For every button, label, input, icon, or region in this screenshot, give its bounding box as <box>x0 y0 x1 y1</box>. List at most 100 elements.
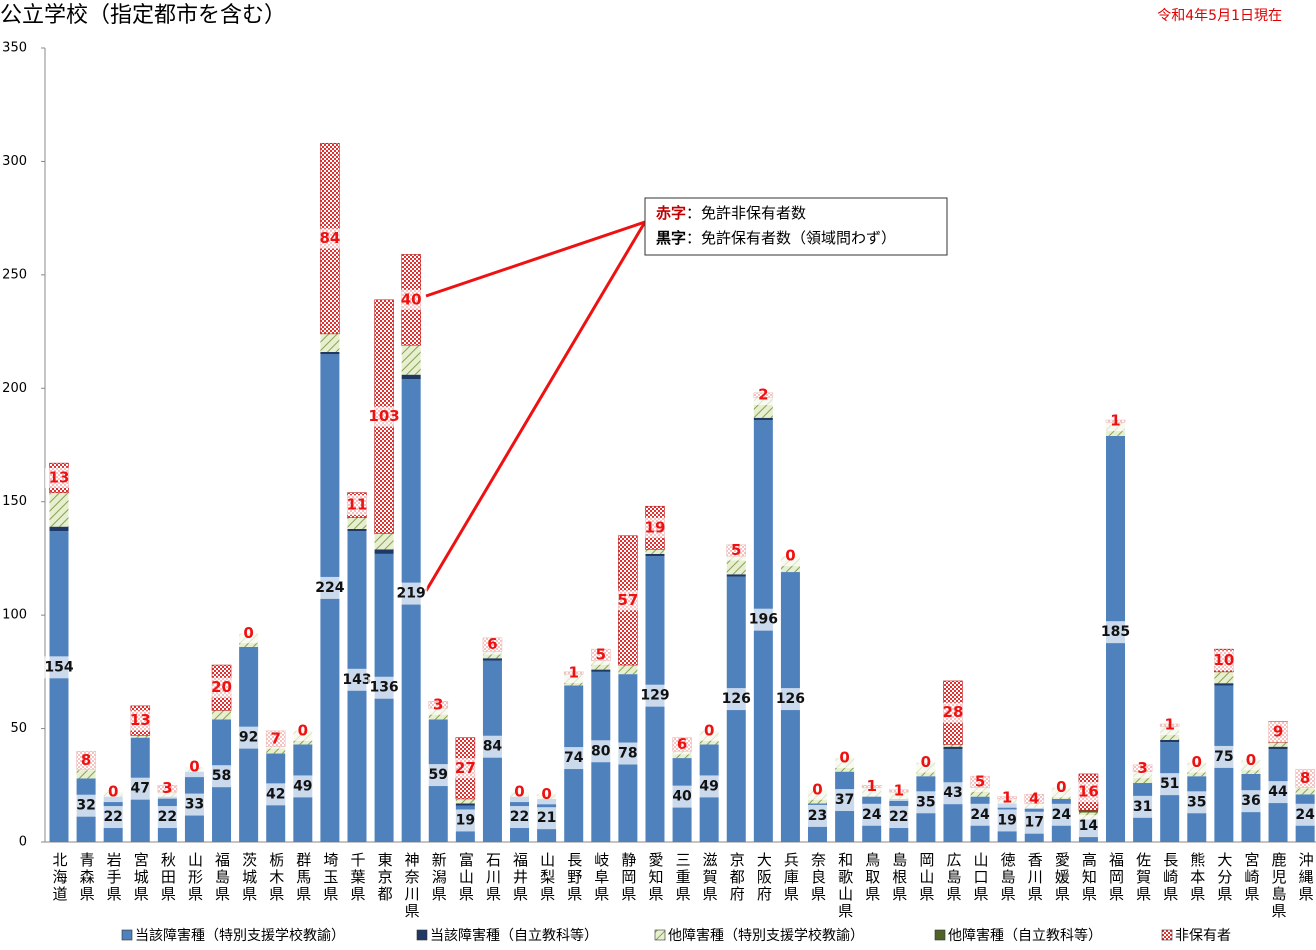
bar-segment <box>943 744 963 747</box>
bar-segment <box>1295 787 1315 795</box>
non-holder-label: 11 <box>347 496 368 514</box>
label-bg <box>503 806 536 829</box>
annotation-text: ：免許保有者数（領域問わず） <box>686 229 896 247</box>
label-bg <box>180 757 209 778</box>
label-bg <box>936 782 969 805</box>
holder-label: 143 <box>342 672 371 688</box>
y-tick-label: 100 <box>2 608 27 623</box>
bar-segment <box>49 531 69 842</box>
label-bg <box>1209 650 1238 671</box>
label-bg <box>315 228 344 249</box>
bar-segment <box>1078 810 1098 813</box>
bar-segment <box>212 710 232 720</box>
label-bg <box>1045 803 1078 826</box>
label-bg <box>828 789 861 812</box>
label-bg <box>532 784 561 805</box>
label-bg <box>1289 803 1316 826</box>
bar-segment <box>347 528 367 532</box>
x-tick-label: 青森県 <box>78 852 96 903</box>
holder-label: 40 <box>672 789 692 805</box>
non-holder-label: 84 <box>319 229 340 247</box>
label-bg <box>397 289 426 310</box>
bar-segment <box>726 556 746 575</box>
label-bg <box>882 806 915 829</box>
bar-segment <box>266 746 286 754</box>
label-bg <box>966 771 995 792</box>
holder-label: 24 <box>1295 807 1315 823</box>
non-holder-label: 1 <box>568 663 578 681</box>
holder-label: 49 <box>293 778 312 794</box>
y-tick-label: 250 <box>2 267 27 282</box>
label-bg <box>205 765 238 788</box>
x-tick-label: 岐阜県 <box>592 852 610 903</box>
x-tick-label: 福島県 <box>213 852 231 903</box>
holder-label: 43 <box>943 785 962 801</box>
holder-label: 136 <box>369 680 398 696</box>
non-holder-label: 20 <box>211 678 232 696</box>
bar-segment <box>753 417 773 421</box>
non-holder-label: 0 <box>298 721 308 739</box>
x-tick-label: 岡山県 <box>917 852 935 903</box>
label-bg <box>720 688 753 711</box>
x-tick-label: 千葉県 <box>348 852 366 903</box>
non-holder-label: 13 <box>49 468 70 486</box>
legend-label: 当該障害種（特別支援学校教諭） <box>135 927 345 944</box>
y-tick-label: 300 <box>2 154 27 169</box>
non-holder-label: 7 <box>271 729 281 747</box>
label-bg <box>1072 815 1105 838</box>
label-bg <box>1126 795 1159 818</box>
holder-label: 126 <box>722 691 751 707</box>
label-bg <box>695 720 724 741</box>
chart-title: 公立学校（指定都市を含む） <box>0 3 286 28</box>
holder-label: 23 <box>808 808 827 824</box>
holder-label: 22 <box>158 809 177 825</box>
label-bg <box>1264 721 1293 742</box>
label-bg <box>97 806 130 829</box>
label-bg <box>1101 411 1130 432</box>
x-tick-label: 長崎県 <box>1161 852 1179 903</box>
label-bg <box>801 804 834 827</box>
non-holder-label: 1 <box>1110 412 1120 430</box>
x-tick-label: 熊本県 <box>1188 852 1206 903</box>
non-holder-label: 8 <box>81 751 91 769</box>
pointer-line <box>424 221 647 592</box>
x-tick-label: 佐賀県 <box>1134 852 1152 903</box>
label-bg <box>451 758 480 779</box>
label-bg <box>370 406 399 427</box>
non-holder-label: 0 <box>839 749 849 767</box>
bar-segment <box>645 553 665 557</box>
non-holder-label: 0 <box>1056 778 1066 796</box>
annotation-text: ：免許非保有者数 <box>686 204 806 222</box>
label-bg <box>478 634 507 655</box>
label-bg <box>232 726 265 749</box>
holder-label: 24 <box>970 807 990 823</box>
holder-label: 31 <box>1133 799 1152 815</box>
x-tick-label: 栃木県 <box>267 852 285 903</box>
x-tick-label: 愛知県 <box>646 852 664 903</box>
label-bg <box>234 623 263 644</box>
holder-label: 22 <box>510 809 529 825</box>
x-tick-label: 鳥取県 <box>863 851 881 903</box>
x-tick-label: 香川県 <box>1026 852 1044 903</box>
label-bg <box>857 776 886 797</box>
label-bg <box>153 778 182 799</box>
x-tick-label: 島根県 <box>890 852 908 903</box>
annotation-line: 黒字：免許保有者数（領域問わず） <box>656 229 896 247</box>
legend-label: 他障害種（自立教科等） <box>948 927 1102 944</box>
non-holder-label: 0 <box>541 785 551 803</box>
x-tick-label: 茨城県 <box>240 852 258 903</box>
non-holder-label: 40 <box>401 290 422 308</box>
bar-segment <box>1214 683 1234 686</box>
x-tick-label: 長野県 <box>565 852 583 903</box>
label-bg <box>830 748 859 769</box>
holder-label: 14 <box>1079 818 1099 834</box>
label-bg <box>803 779 832 800</box>
legend-label: 他障害種（特別支援学校教諭） <box>668 927 864 944</box>
label-bg <box>909 791 942 814</box>
holder-label: 75 <box>1214 749 1233 765</box>
label-bg <box>368 676 401 699</box>
label-bg <box>72 750 101 771</box>
bar-segment <box>591 669 611 672</box>
label-bg <box>1180 791 1213 814</box>
non-holder-label: 5 <box>975 772 985 790</box>
